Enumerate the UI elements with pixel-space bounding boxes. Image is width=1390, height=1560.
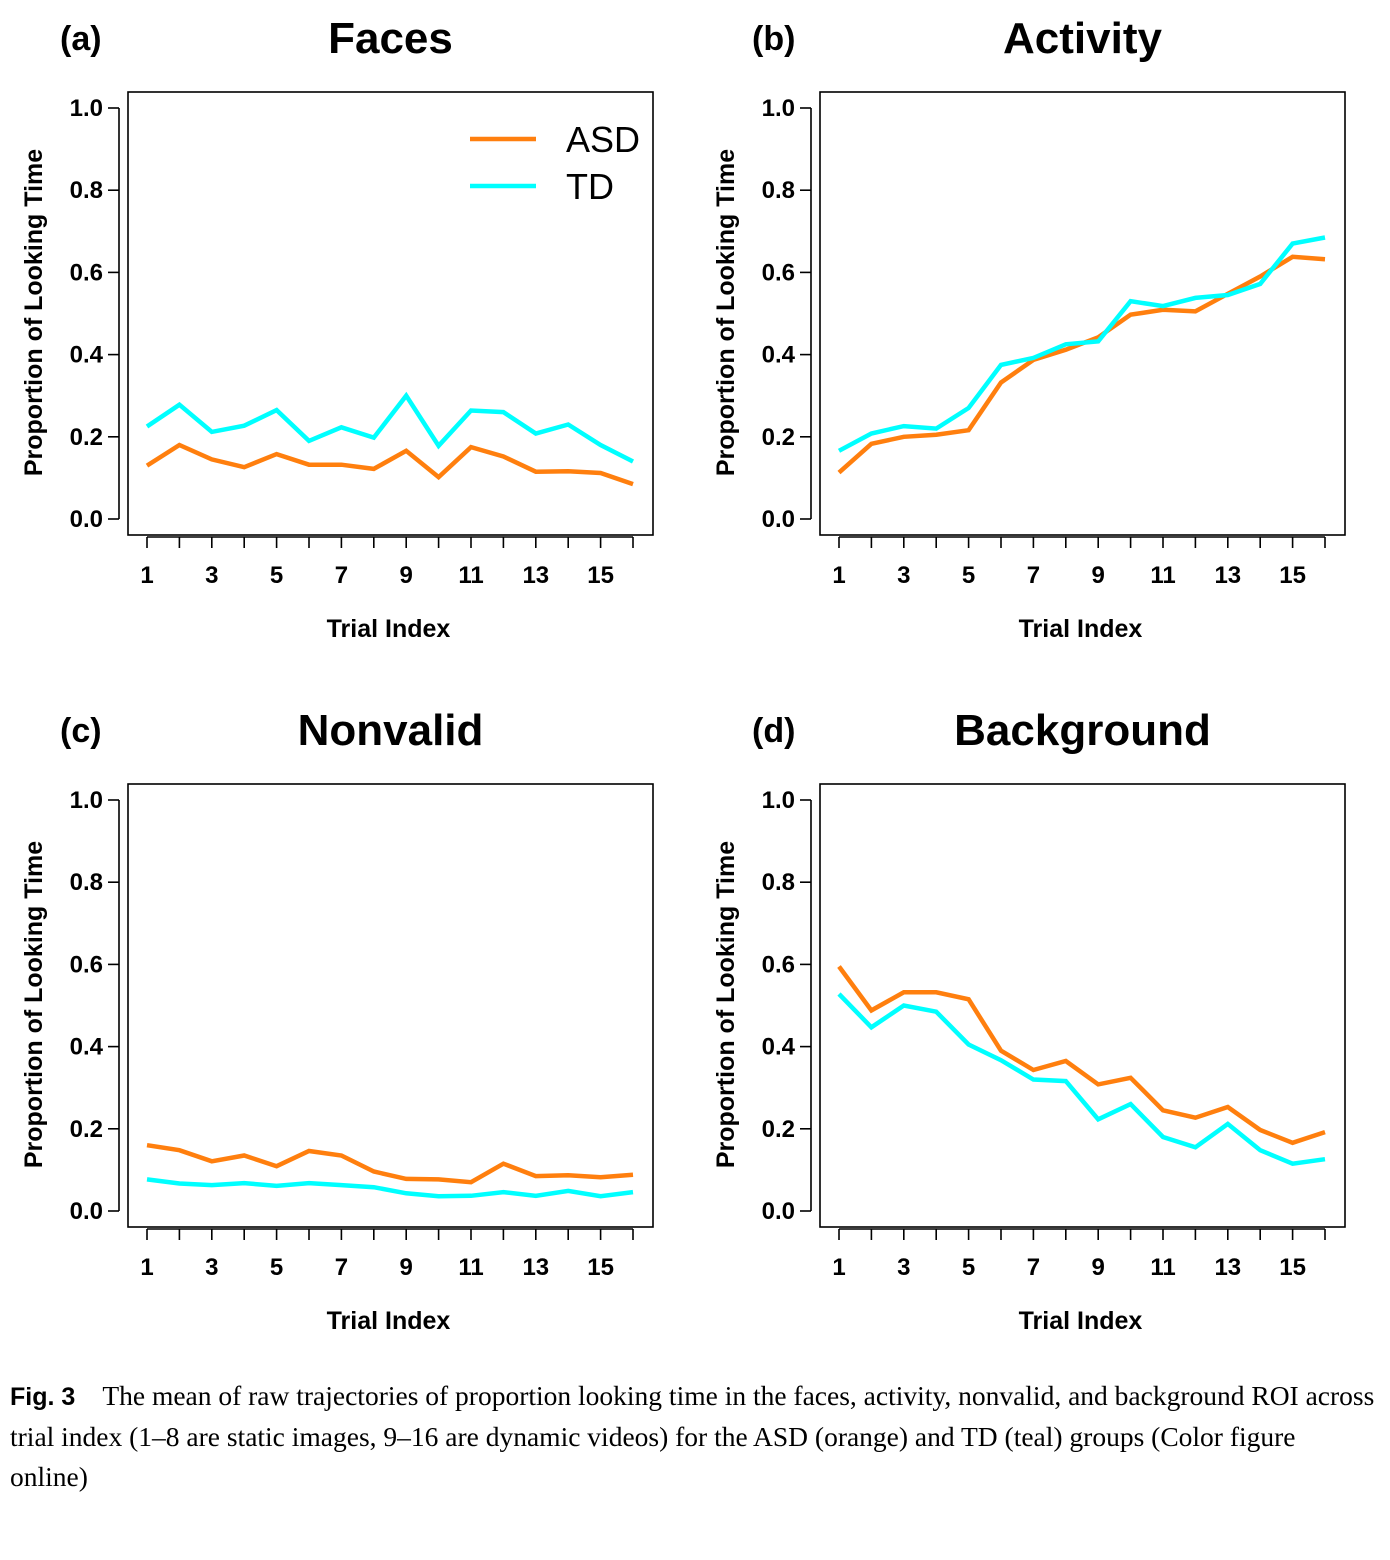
x-tick-label: 7 — [1027, 562, 1040, 589]
x-tick-label: 7 — [335, 562, 348, 589]
series-line-td — [145, 391, 635, 464]
series-line-asd — [837, 254, 1326, 475]
y-tick-label: 1.0 — [762, 787, 795, 814]
series-line-td — [837, 992, 1326, 1167]
x-tick-label: 13 — [1214, 1254, 1241, 1281]
x-tick-label: 9 — [400, 1254, 413, 1281]
y-axis-title: Proportion of Looking Time — [20, 149, 48, 476]
plot-frame — [127, 783, 654, 1228]
panel-title: Activity — [1003, 14, 1162, 63]
x-tick-label: 11 — [1150, 1254, 1175, 1281]
y-tick-label: 1.0 — [70, 787, 103, 814]
series-line-asd — [146, 1142, 634, 1185]
x-tick-label: 5 — [270, 562, 283, 589]
x-tick-label: 3 — [897, 1254, 910, 1281]
y-tick-label: 0.0 — [70, 1198, 103, 1225]
y-tick-label: 0.8 — [70, 177, 103, 204]
y-tick-label: 0.4 — [70, 1034, 104, 1061]
legend-label-asd: ASD — [566, 119, 640, 160]
x-axis-title: Trial Index — [327, 615, 451, 643]
panel-letter: (b) — [752, 20, 795, 58]
legend: ASD TD — [470, 119, 640, 207]
x-tick-label: 1 — [140, 562, 153, 589]
series-line-asd — [837, 965, 1326, 1146]
y-tick-label: 0.6 — [762, 259, 795, 286]
x-tick-label: 9 — [1092, 1254, 1105, 1281]
x-axis-title: Trial Index — [1019, 1307, 1143, 1335]
y-tick-label: 1.0 — [762, 95, 795, 122]
plot-frame — [127, 91, 654, 536]
x-tick-label: 15 — [1279, 562, 1306, 589]
y-tick-label: 0.4 — [70, 342, 104, 369]
plot-frame — [819, 91, 1346, 536]
y-tick-label: 0.6 — [70, 259, 103, 286]
x-tick-label: 5 — [962, 562, 975, 589]
figure-caption: Fig. 3 The mean of raw trajectories of p… — [10, 1376, 1380, 1497]
x-tick-label: 1 — [832, 562, 845, 589]
caption-text: The mean of raw trajectories of proporti… — [10, 1380, 1375, 1492]
y-axis-title: Proportion of Looking Time — [712, 841, 740, 1168]
x-tick-label: 13 — [522, 562, 549, 589]
x-tick-label: 15 — [587, 562, 614, 589]
y-tick-label: 0.6 — [70, 951, 103, 978]
x-tick-label: 5 — [962, 1254, 975, 1281]
x-tick-label: 13 — [522, 1254, 549, 1281]
y-tick-label: 0.2 — [762, 1116, 795, 1143]
x-tick-label: 15 — [1279, 1254, 1306, 1281]
x-tick-label: 11 — [1150, 562, 1175, 589]
y-tick-label: 0.0 — [70, 506, 103, 533]
series-line-td — [146, 1177, 634, 1199]
x-tick-label: 9 — [1092, 562, 1105, 589]
x-tick-label: 3 — [897, 562, 910, 589]
x-tick-label: 11 — [458, 1254, 483, 1281]
x-tick-label: 3 — [205, 1254, 218, 1281]
panel-letter: (c) — [60, 712, 102, 750]
x-tick-label: 9 — [400, 562, 413, 589]
x-tick-label: 5 — [270, 1254, 283, 1281]
y-axis-title: Proportion of Looking Time — [20, 841, 48, 1168]
y-tick-label: 0.2 — [70, 424, 103, 451]
x-tick-label: 7 — [335, 1254, 348, 1281]
y-tick-label: 0.2 — [70, 1116, 103, 1143]
y-tick-label: 0.4 — [762, 342, 796, 369]
y-tick-label: 0.8 — [70, 869, 103, 896]
x-tick-label: 3 — [205, 562, 218, 589]
x-tick-label: 1 — [140, 1254, 153, 1281]
series-line-td — [837, 235, 1326, 453]
caption-label: Fig. 3 — [10, 1383, 76, 1411]
y-tick-label: 0.0 — [762, 506, 795, 533]
legend-label-td: TD — [566, 166, 614, 207]
y-tick-label: 0.2 — [762, 424, 795, 451]
y-tick-label: 0.8 — [762, 177, 795, 204]
plot-frame — [819, 783, 1346, 1228]
panel-letter: (a) — [60, 20, 102, 58]
panel-title: Nonvalid — [298, 706, 484, 755]
x-axis-title: Trial Index — [327, 1307, 451, 1335]
panel-title: Faces — [328, 14, 453, 63]
x-tick-label: 11 — [458, 562, 483, 589]
panel-letter: (d) — [752, 712, 795, 750]
x-tick-label: 13 — [1214, 562, 1241, 589]
y-tick-label: 0.6 — [762, 951, 795, 978]
x-tick-label: 15 — [587, 1254, 614, 1281]
series-line-asd — [145, 442, 634, 487]
panel-title: Background — [954, 706, 1211, 755]
x-tick-label: 1 — [832, 1254, 845, 1281]
y-tick-label: 1.0 — [70, 95, 103, 122]
y-tick-label: 0.0 — [762, 1198, 795, 1225]
x-axis-title: Trial Index — [1019, 615, 1143, 643]
y-tick-label: 0.4 — [762, 1034, 796, 1061]
y-axis-title: Proportion of Looking Time — [712, 149, 740, 476]
x-tick-label: 7 — [1027, 1254, 1040, 1281]
y-tick-label: 0.8 — [762, 869, 795, 896]
